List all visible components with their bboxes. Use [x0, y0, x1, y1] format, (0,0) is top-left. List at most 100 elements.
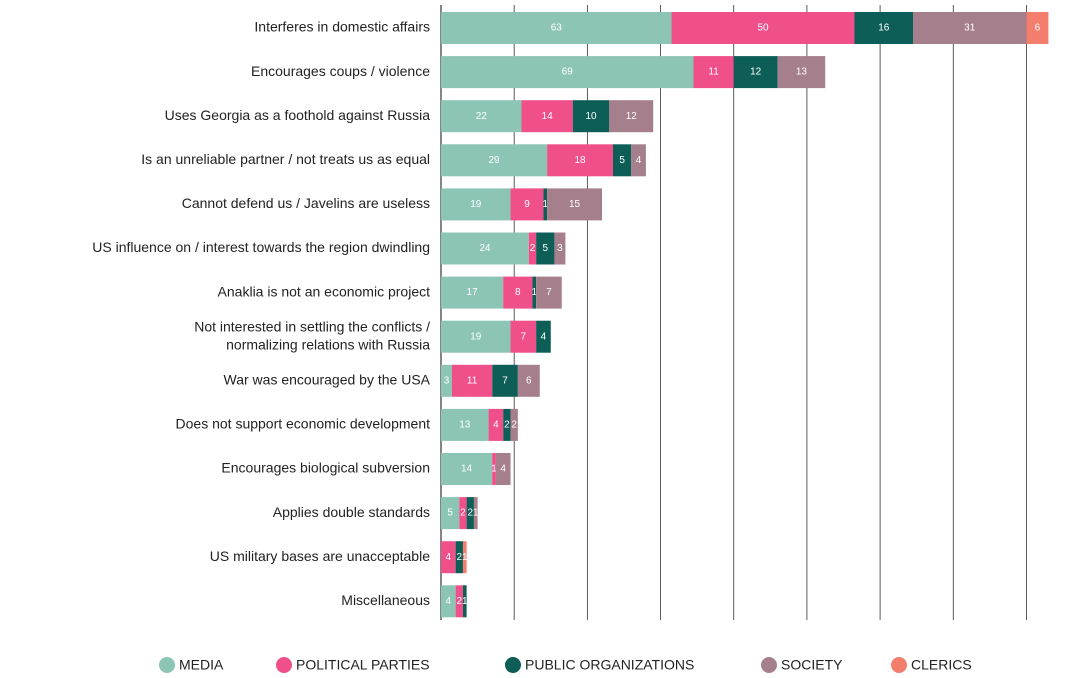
- data-label: 1: [532, 287, 538, 298]
- data-label: 2: [460, 508, 466, 519]
- bar-segment: [495, 453, 511, 485]
- data-label: 19: [470, 331, 482, 342]
- y-tick-label: Uses Georgia as a foothold against Russi…: [165, 107, 431, 123]
- data-label: 1: [491, 464, 497, 475]
- data-label: 2: [530, 243, 536, 254]
- data-label: 4: [493, 420, 499, 431]
- bar-segment: [441, 541, 456, 574]
- bar-segment: [536, 320, 551, 353]
- data-label: 7: [521, 331, 527, 342]
- data-label: 7: [502, 375, 508, 386]
- data-label: 7: [546, 287, 552, 298]
- bar-segment: [733, 56, 778, 89]
- data-label: 6: [526, 375, 532, 386]
- bar-segment: [547, 144, 613, 177]
- bar-segment: [503, 276, 533, 309]
- bar-segment: [455, 541, 463, 574]
- data-label: 4: [636, 155, 642, 166]
- data-label: 11: [467, 375, 478, 386]
- data-label: 4: [541, 331, 547, 342]
- y-tick-label: War was encouraged by the USA: [224, 372, 431, 388]
- bar-segment: [466, 497, 474, 530]
- bar-segment: [441, 232, 529, 265]
- bar-segment: [441, 56, 694, 89]
- legend-label: SOCIETY: [781, 657, 843, 673]
- legend-label: POLITICAL PARTIES: [296, 657, 430, 673]
- bar-segment: [1026, 12, 1049, 44]
- legend-label: CLERICS: [911, 657, 972, 673]
- data-label: 12: [750, 67, 762, 78]
- legend-label: MEDIA: [179, 657, 224, 673]
- data-label: 13: [459, 420, 471, 431]
- data-label: 4: [500, 464, 506, 475]
- bar-segment: [510, 188, 544, 221]
- bar-segment: [441, 497, 460, 530]
- data-label: 15: [569, 199, 581, 210]
- legend-swatch: [505, 657, 521, 673]
- bar-segment: [455, 585, 463, 618]
- bar-segment: [572, 100, 610, 133]
- bar-segment: [488, 408, 504, 441]
- bar-segment: [612, 144, 632, 177]
- data-label: 18: [574, 155, 586, 166]
- data-label: 19: [470, 199, 482, 210]
- bar-segment: [503, 408, 511, 441]
- bar-segment: [441, 320, 511, 353]
- data-label: 8: [515, 287, 521, 298]
- data-label: 14: [542, 111, 554, 122]
- y-tick-label: Miscellaneous: [341, 592, 430, 608]
- y-tick-label: Does not support economic development: [176, 416, 431, 432]
- data-label: 5: [619, 155, 625, 166]
- data-label: 2: [504, 420, 510, 431]
- bar-segment: [517, 364, 540, 397]
- data-label: 31: [964, 23, 976, 34]
- y-tick-label: Encourages biological subversion: [221, 460, 430, 476]
- legend-label: PUBLIC ORGANIZATIONS: [525, 657, 694, 673]
- bar-segment: [528, 232, 537, 265]
- y-tick-label: US influence on / interest towards the r…: [92, 239, 430, 255]
- bar-segment: [441, 144, 548, 177]
- data-label: 5: [543, 243, 549, 254]
- y-tick-label: Is an unreliable partner / not treats us…: [141, 151, 430, 167]
- bar-segment: [543, 188, 548, 221]
- bar-segment: [462, 541, 467, 574]
- data-label: 50: [757, 23, 769, 34]
- data-label: 24: [479, 243, 491, 254]
- bar-segment: [441, 408, 489, 441]
- y-tick-label: Applies double standards: [273, 504, 430, 520]
- data-label: 5: [447, 508, 453, 519]
- bar-segment: [609, 100, 654, 133]
- data-label: 1: [543, 199, 549, 210]
- bar-segment: [913, 12, 1027, 44]
- data-label: 2: [511, 420, 517, 431]
- data-label: 29: [488, 155, 500, 166]
- data-label: 13: [796, 67, 808, 78]
- data-label: 2: [457, 596, 463, 607]
- y-tick-label: Not interested in settling the conflicts…: [194, 318, 430, 352]
- y-tick-label: Encourages coups / violence: [251, 63, 430, 79]
- bar-segment: [441, 453, 493, 485]
- bar-segment: [510, 320, 537, 353]
- data-label: 22: [476, 111, 488, 122]
- data-label: 14: [461, 464, 473, 475]
- data-label: 69: [562, 67, 574, 78]
- bar-segment: [492, 364, 518, 397]
- bar-segment: [441, 585, 456, 618]
- bar-segment: [693, 56, 734, 89]
- data-label: 9: [524, 199, 530, 210]
- legend-swatch: [761, 657, 777, 673]
- bar-segment: [441, 188, 511, 221]
- bar-segment: [631, 144, 646, 177]
- data-label: 2: [457, 552, 463, 563]
- y-tick-label: Anaklia is not an economic project: [218, 283, 431, 299]
- bar-segment: [492, 453, 496, 485]
- legend-swatch: [891, 657, 907, 673]
- bar-segment: [473, 497, 478, 530]
- bar-segment: [854, 12, 914, 44]
- data-label: 1: [462, 596, 468, 607]
- data-label: 2: [467, 508, 473, 519]
- y-tick-label: US military bases are unacceptable: [210, 548, 430, 564]
- data-label: 12: [626, 111, 638, 122]
- data-label: 1: [473, 508, 479, 519]
